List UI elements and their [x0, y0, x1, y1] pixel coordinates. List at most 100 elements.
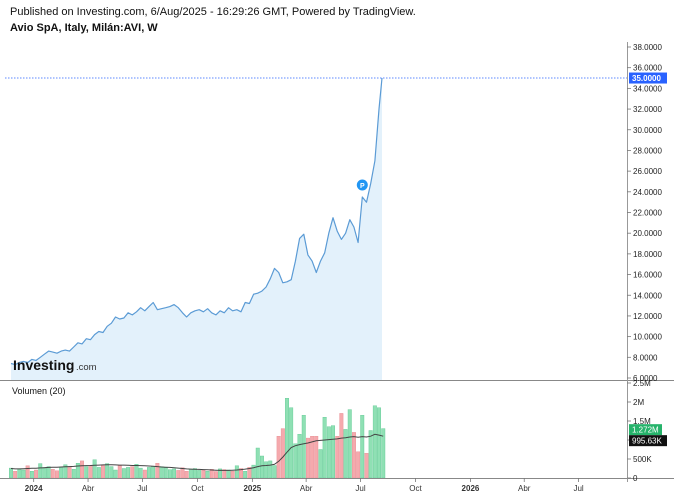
volume-bar: [255, 447, 260, 479]
price-tick-label: 18.0000: [633, 250, 662, 259]
time-tick-label: Jul: [573, 484, 583, 493]
volume-tick-label: 500K: [633, 455, 652, 464]
volume-bar: [213, 471, 218, 479]
volume-bar: [368, 430, 373, 479]
price-tick-label: 22.0000: [633, 209, 662, 218]
volume-bar: [42, 467, 47, 479]
volume-bar: [301, 415, 306, 479]
published-caption: Published on Investing.com, 6/Aug/2025 -…: [10, 6, 416, 18]
volume-ma-badge-bg: [629, 435, 667, 447]
volume-bar: [297, 434, 302, 479]
volume-bar: [88, 465, 93, 479]
volume-bar: [314, 436, 319, 479]
volume-tick-label: 2.5M: [633, 379, 651, 388]
volume-bar: [356, 451, 361, 479]
volume-bar: [352, 432, 356, 479]
price-tick-label: 24.0000: [633, 188, 662, 197]
time-tick-label: Jul: [137, 484, 147, 493]
price-tick-label: 16.0000: [633, 271, 662, 280]
volume-bar: [318, 449, 323, 479]
volume-bar: [142, 469, 147, 479]
volume-bar: [192, 468, 197, 479]
price-tick-label: 6.0000: [633, 374, 658, 383]
volume-bar: [130, 466, 135, 479]
volume-bar: [264, 461, 269, 479]
price-tick-label: 36.0000: [633, 64, 662, 73]
volume-bar: [8, 467, 13, 479]
volume-bar: [46, 466, 51, 479]
volume-tick-label: 0: [633, 474, 638, 483]
volume-bar: [201, 469, 206, 479]
price-tick-label: 20.0000: [633, 229, 662, 238]
volume-bar: [377, 407, 381, 479]
time-tick-label: Abr: [82, 484, 95, 493]
volume-panel[interactable]: [8, 398, 386, 479]
price-tick-label: 34.0000: [633, 84, 662, 93]
volume-bar: [293, 443, 298, 479]
volume-bar: [59, 467, 64, 479]
volume-bar: [272, 465, 277, 479]
volume-bar: [306, 437, 310, 479]
price-tick-label: 12.0000: [633, 312, 662, 321]
volume-bar: [205, 471, 210, 479]
last-volume-badge-bg: [629, 424, 662, 436]
volume-bar: [50, 469, 55, 479]
volume-bar: [155, 463, 160, 479]
volume-bar: [71, 469, 76, 479]
volume-bar: [67, 466, 72, 479]
volume-bar: [159, 466, 164, 479]
logo-wordmark: Investing: [13, 357, 74, 373]
volume-bar: [167, 469, 172, 479]
volume-bar: [21, 469, 26, 479]
volume-bar: [80, 460, 85, 479]
volume-bar: [360, 415, 365, 479]
volume-bar: [180, 467, 185, 479]
price-line: [10, 77, 383, 366]
volume-bar: [176, 470, 181, 479]
volume-bar: [326, 426, 331, 479]
volume-label: Volumen (20): [12, 386, 66, 396]
time-tick-label: 2026: [462, 484, 480, 493]
volume-bar: [364, 453, 369, 479]
price-tick-label: 10.0000: [633, 333, 662, 342]
volume-bar: [372, 405, 377, 479]
volume-bar: [184, 471, 189, 479]
volume-bar: [343, 429, 348, 479]
price-tick-label: 26.0000: [633, 167, 662, 176]
volume-ma-badge-label: 995.63K: [632, 437, 662, 446]
volume-bar: [121, 468, 126, 479]
volume-bar: [117, 465, 122, 479]
volume-bar: [151, 466, 156, 479]
last-price-badge: 35.0000: [629, 72, 667, 84]
volume-bar: [75, 463, 80, 479]
price-tick-label: 30.0000: [633, 126, 662, 135]
time-tick-label: Abr: [300, 484, 313, 493]
volume-bar: [209, 469, 214, 479]
event-marker-label: P: [360, 183, 365, 190]
volume-bar: [138, 467, 143, 479]
volume-bar: [34, 469, 38, 479]
event-marker: P: [356, 179, 368, 191]
volume-bar: [331, 425, 335, 479]
volume-bar: [260, 455, 264, 479]
volume-bar: [13, 471, 18, 479]
volume-ma-line: [10, 433, 384, 471]
volume-bar: [84, 466, 89, 479]
price-panel[interactable]: P: [5, 77, 627, 380]
volume-bar: [109, 466, 114, 479]
volume-bar: [146, 467, 151, 479]
volume-bar: [17, 468, 22, 479]
volume-bar: [172, 468, 177, 479]
volume-bar: [134, 464, 139, 479]
volume-ma-badge: 995.63K: [629, 435, 667, 447]
volume-bar: [197, 470, 202, 479]
time-tick-label: 2024: [25, 484, 43, 493]
logo-suffix: .com: [76, 362, 97, 373]
volume-bar: [100, 465, 105, 479]
price-tick-label: 28.0000: [633, 146, 662, 155]
volume-bar: [285, 398, 289, 479]
volume-tick-label: 2M: [633, 398, 644, 407]
volume-bar: [347, 409, 352, 479]
time-tick-label: Jul: [355, 484, 365, 493]
